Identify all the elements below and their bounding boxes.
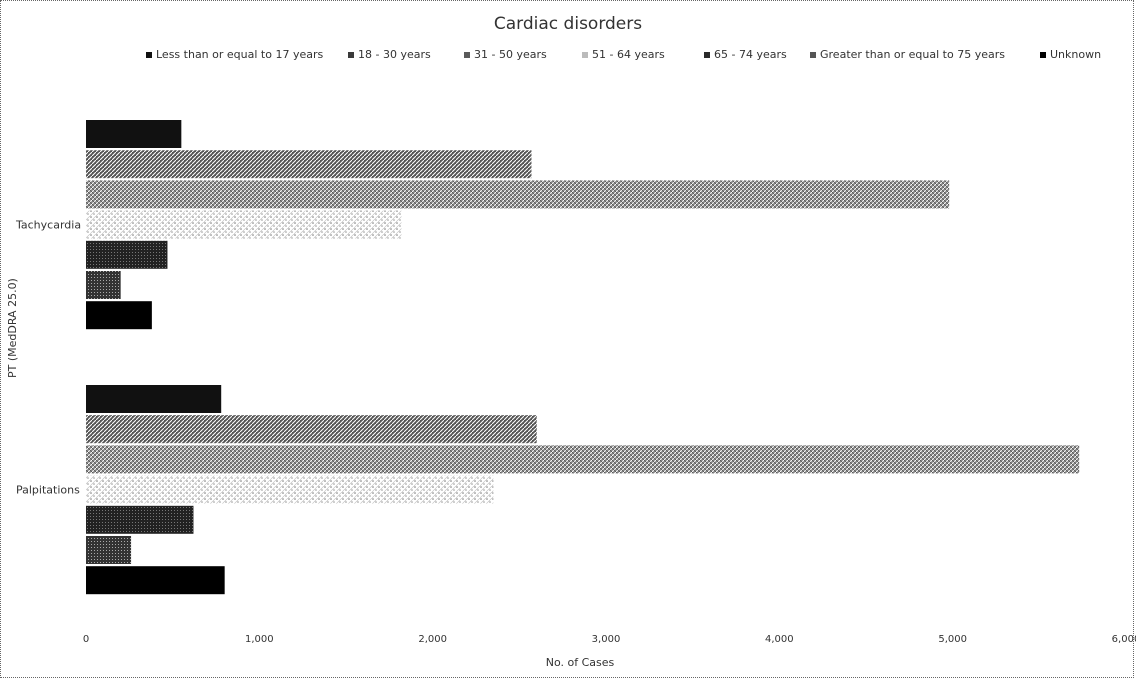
bar-palpitations-series-4 [86, 475, 494, 504]
y-category-label: Tachycardia [15, 219, 81, 232]
x-tick-label: 6,000 [1112, 634, 1136, 645]
legend-swatch [810, 51, 816, 58]
legend-label: 18 - 30 years [358, 48, 431, 61]
x-tick-label: 4,000 [765, 634, 794, 645]
bar-tachycardia-series-6 [86, 271, 121, 299]
bar-tachycardia-series-2 [86, 150, 532, 179]
bar-tachycardia-series-1 [86, 120, 182, 148]
legend-label: Unknown [1050, 48, 1102, 61]
legend-swatch [582, 51, 588, 58]
legend-swatch [348, 51, 354, 58]
x-axis-label: No. of Cases [545, 656, 615, 669]
x-tick-label: 1,000 [245, 634, 274, 645]
legend-swatch [464, 51, 470, 58]
bar-tachycardia-series-7 [86, 301, 152, 330]
legend-item-5: 65 - 74 years [704, 48, 787, 61]
bar-palpitations-series-5 [86, 505, 194, 534]
bar-palpitations-series-1 [86, 385, 222, 413]
legend-item-7: Unknown [1040, 48, 1101, 61]
bar-tachycardia-series-5 [86, 240, 168, 269]
legend-label: 65 - 74 years [714, 48, 787, 61]
bar-tachycardia-series-3 [86, 180, 950, 209]
bar-palpitations-series-7 [86, 566, 225, 595]
legend-label: 31 - 50 years [474, 48, 547, 61]
x-tick-label: 2,000 [418, 634, 447, 645]
legend-item-3: 31 - 50 years [464, 48, 547, 61]
bar-palpitations-series-6 [86, 536, 132, 564]
chart-title: Cardiac disorders [493, 14, 643, 34]
bar-palpitations-series-3 [86, 445, 1080, 474]
bar-palpitations-series-2 [86, 415, 537, 444]
legend-swatch [146, 51, 152, 58]
legend-item-2: 18 - 30 years [348, 48, 431, 61]
x-tick-label: 0 [83, 634, 89, 645]
legend-label: Greater than or equal to 75 years [820, 48, 1005, 61]
legend-label: 51 - 64 years [592, 48, 665, 61]
legend-swatch [704, 51, 710, 58]
chart-legend: Less than or equal to 17 years 18 - 30 ye… [0, 48, 1136, 68]
legend-item-4: 51 - 64 years [582, 48, 665, 61]
legend-item-6: Greater than or equal to 75 years [810, 48, 1005, 61]
legend-item-1: Less than or equal to 17 years [146, 48, 323, 61]
x-tick-label: 3,000 [592, 634, 621, 645]
legend-swatch [1040, 51, 1046, 58]
x-tick-label: 5,000 [938, 634, 967, 645]
legend-label: Less than or equal to 17 years [156, 48, 324, 61]
bar-tachycardia-series-4 [86, 210, 402, 239]
y-category-label: Palpitations [16, 484, 80, 497]
